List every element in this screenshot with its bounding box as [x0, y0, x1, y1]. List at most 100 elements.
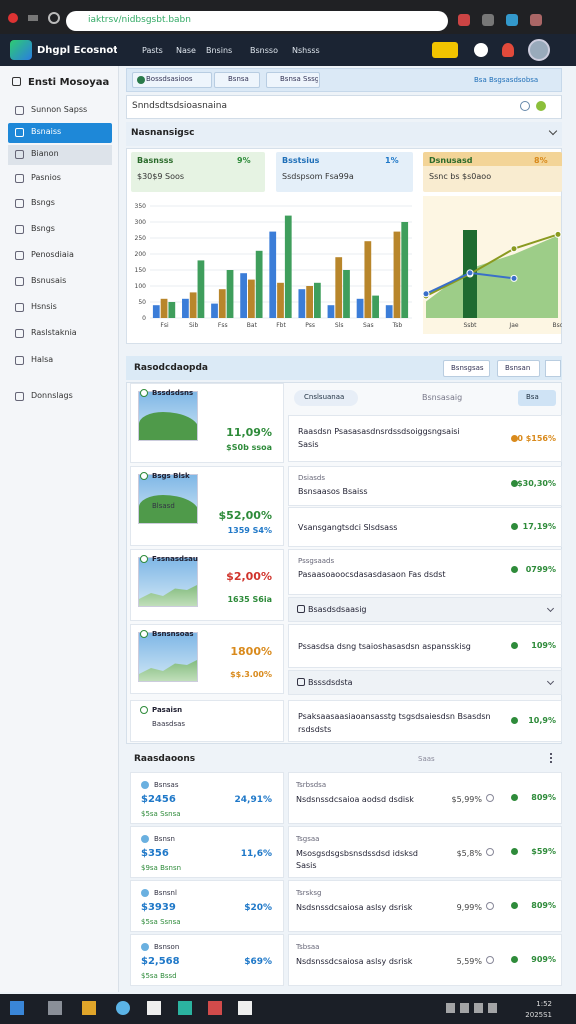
card-sub: 1635 S6ia: [227, 595, 272, 604]
bar: [356, 298, 364, 318]
browser-icon[interactable]: [506, 14, 518, 26]
filter-button-text[interactable]: Bsa: [526, 393, 539, 401]
sidebar-item[interactable]: Sunnon Sapss: [31, 105, 88, 114]
toolbar-tab[interactable]: [132, 72, 212, 88]
toolbar-tab[interactable]: [214, 72, 260, 88]
item-label: Dsiasds: [298, 474, 326, 482]
info-icon: [486, 956, 494, 964]
toolbar-link[interactable]: Bsa Bsgsasdsobsa: [474, 76, 539, 84]
item-value: 17,19%: [522, 522, 556, 531]
resource-note: $5sa Ssnsa: [141, 810, 181, 818]
sidebar-item-icon: [15, 128, 24, 137]
taskbar-icon[interactable]: [82, 1001, 96, 1015]
sidebar-item[interactable]: Halsa: [31, 355, 54, 364]
bar: [306, 286, 313, 318]
toolbar-tab[interactable]: [266, 72, 320, 88]
bar: [393, 231, 401, 318]
button-text[interactable]: Bsnsan: [505, 364, 531, 372]
stat-label: Bsstsius: [282, 156, 320, 165]
bar: [372, 295, 379, 318]
sidebar-item-icon: [15, 174, 24, 183]
resource-detail[interactable]: [288, 772, 562, 824]
item-text: Pssasdsa dsng tsaioshasasdsn aspansskisg: [298, 642, 471, 651]
y-tick-label: 0: [142, 315, 146, 322]
button[interactable]: [443, 360, 490, 377]
resource-text: Nsdsnssdcsaiosa aslsy dsrisk: [296, 957, 413, 966]
card-title: Bsnsnsoas: [152, 630, 194, 638]
taskbar-icon[interactable]: [147, 1001, 161, 1015]
nav-item[interactable]: Bsnsso: [250, 46, 278, 55]
sidebar-item[interactable]: Bsnaiss: [31, 127, 62, 136]
reload-button[interactable]: [48, 12, 60, 24]
stat-value: Ssdspsom Fsa99a: [282, 172, 354, 181]
browser-icon[interactable]: [482, 14, 494, 26]
resource-card[interactable]: [130, 934, 284, 986]
toolbar-tab-text[interactable]: Bossdsasioos: [146, 75, 193, 83]
sidebar-item-icon: [15, 225, 24, 234]
taskbar-icon[interactable]: [116, 1001, 130, 1015]
sidebar-item[interactable]: Hsnsis: [31, 302, 57, 311]
resource-note: $5sa Bssd: [141, 972, 177, 980]
forward-button[interactable]: [28, 15, 38, 21]
item-value: 10,9%: [528, 716, 556, 725]
record-item[interactable]: [288, 597, 562, 622]
address-bar[interactable]: [66, 11, 448, 31]
nav-item[interactable]: Nshsss: [292, 46, 320, 55]
tray-icon: [474, 1003, 483, 1013]
filter-chip[interactable]: [294, 390, 358, 406]
sidebar-item[interactable]: Raslstaknia: [31, 328, 77, 337]
browser-icon[interactable]: [458, 14, 470, 26]
sidebar-item[interactable]: Bsnusais: [31, 276, 67, 285]
button-text[interactable]: Bsnsgsas: [451, 364, 484, 372]
card-value: $52,00%: [218, 509, 272, 522]
toolbar-tab-text[interactable]: Bsnsa: [228, 75, 249, 83]
area: [426, 235, 558, 318]
nav-item[interactable]: Nase: [176, 46, 196, 55]
chat-icon[interactable]: [474, 43, 488, 57]
resource-card[interactable]: [130, 826, 284, 878]
resource-card[interactable]: [130, 772, 284, 824]
section-link[interactable]: Saas: [418, 755, 435, 763]
filter-button[interactable]: [518, 390, 556, 406]
point: [510, 274, 518, 282]
sidebar-item[interactable]: Bianon: [31, 149, 59, 158]
back-button[interactable]: [8, 13, 18, 23]
sidebar-item[interactable]: Pasnios: [31, 173, 61, 182]
bar: [182, 298, 189, 318]
item-value: $30,30%: [517, 479, 556, 488]
record-item[interactable]: [288, 670, 562, 695]
tray-icon: [446, 1003, 455, 1013]
nav-item[interactable]: Pasts: [142, 46, 163, 55]
taskbar-icon[interactable]: [10, 1001, 24, 1015]
bar: [277, 282, 284, 318]
search-text[interactable]: Snndsdtsdsioasnaina: [132, 101, 228, 111]
sidebar-item[interactable]: Bsngs: [31, 224, 55, 233]
resource-card[interactable]: [130, 880, 284, 932]
notify-icon[interactable]: [502, 43, 514, 57]
button[interactable]: [545, 360, 561, 377]
brand: Dhgpl Ecosnot: [37, 45, 117, 56]
toolbar-tab-text[interactable]: Bsnsa Sssgs: [280, 75, 318, 83]
bar: [335, 257, 343, 318]
taskbar-icon[interactable]: [208, 1001, 222, 1015]
browser-icon[interactable]: [530, 14, 542, 26]
nav-item[interactable]: Bnsins: [206, 46, 233, 55]
sidebar: [0, 66, 119, 992]
taskbar-icon[interactable]: [238, 1001, 252, 1015]
card-icon: [140, 630, 148, 638]
stat-value: Ssnc bs $s0aoo: [429, 172, 492, 181]
button[interactable]: [497, 360, 540, 377]
sidebar-item[interactable]: Bsngs: [31, 198, 55, 207]
sidebar-item[interactable]: Penosdiaia: [31, 250, 74, 259]
taskbar-icon[interactable]: [48, 1001, 62, 1015]
sidebar-item[interactable]: Donnslags: [31, 391, 73, 400]
toolbar-dot: [137, 76, 145, 84]
search-bar[interactable]: [126, 95, 562, 119]
sidebar-item-icon: [15, 303, 24, 312]
avatar[interactable]: [528, 39, 550, 61]
nav-button[interactable]: [432, 42, 458, 58]
filter-chip-text[interactable]: Cnslsuanaa: [304, 393, 345, 401]
taskbar-icon[interactable]: [178, 1001, 192, 1015]
card-sub: $$.3.00%: [230, 670, 272, 679]
sidebar-title: Ensti Mosoyaa: [28, 77, 110, 88]
